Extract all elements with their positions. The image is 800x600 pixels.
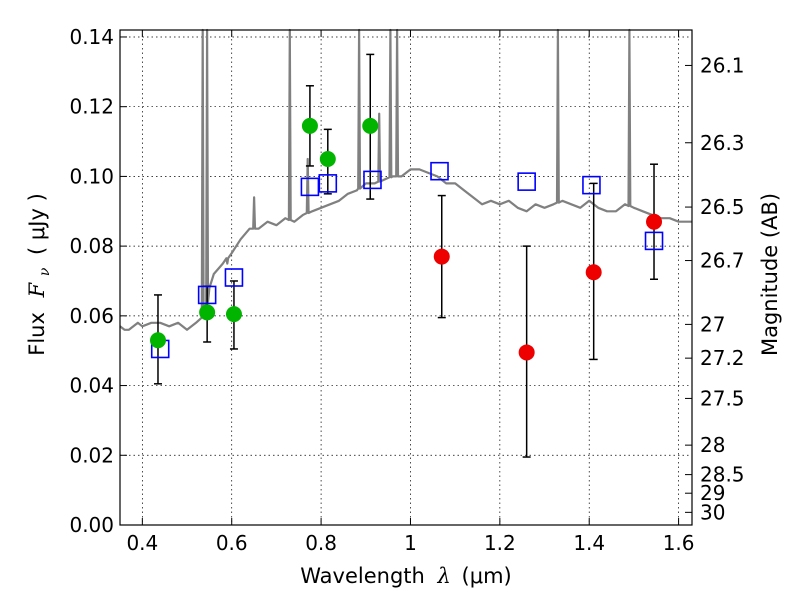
y-tick-label: 0.14 — [69, 25, 114, 49]
optical-detection-point — [362, 117, 379, 134]
infrared-detection-point — [585, 264, 602, 281]
infrared-detection-point — [518, 344, 535, 361]
grid-lines — [120, 30, 692, 526]
y-tick-label: 0.04 — [69, 374, 114, 398]
x-tick-label: 0.4 — [126, 531, 158, 555]
infrared-detection-point — [646, 213, 663, 230]
y2-tick-label: 29 — [700, 481, 725, 505]
x-tick-label: 1.2 — [484, 531, 516, 555]
model-photometry-square — [224, 268, 244, 287]
optical-detection-point — [301, 117, 318, 134]
y2-axis-label: Magnitude (AB) — [758, 193, 782, 356]
axis-ticks: 0.4 0.6 0.8 1 1.2 1.4 1.6 0.00 0.02 0.04 0.06 0.08 0… — [69, 25, 744, 555]
y2-tick-label: 28 — [700, 433, 725, 457]
x-tick-label: 1.6 — [663, 531, 695, 555]
model-spectrum-layer — [119, 28, 692, 331]
model-photometry-square — [197, 285, 217, 305]
y2-tick-label: 26.3 — [700, 131, 745, 155]
y-tick-label: 0.10 — [69, 164, 114, 188]
optical-detection-point — [319, 150, 336, 167]
y2-tick-label: 26.7 — [700, 249, 745, 273]
x-tick-label: 0.6 — [216, 531, 248, 555]
y-axis-label: Flux F ν ( μJy ) — [25, 193, 54, 356]
y-tick-label: 0.00 — [69, 513, 114, 537]
detections-layer — [149, 117, 663, 361]
y2-tick-label: 30 — [700, 500, 725, 524]
model-photometry-square — [582, 175, 601, 195]
y-tick-label: 0.08 — [69, 234, 114, 258]
model-photometry-square — [300, 177, 320, 197]
y2-tick-label: 27 — [700, 312, 725, 336]
optical-detection-point — [199, 304, 216, 321]
model-photometry-square — [644, 231, 664, 251]
model-photometry-layer — [150, 161, 664, 359]
y-tick-label: 0.06 — [69, 304, 114, 328]
y2-tick-label: 26.1 — [700, 53, 745, 77]
y2-tick-label: 27.5 — [700, 386, 745, 410]
y2-tick-label: 27.2 — [700, 346, 745, 370]
optical-detection-point — [225, 306, 242, 323]
x-tick-label: 1.4 — [573, 531, 605, 555]
y-tick-label: 0.12 — [69, 95, 114, 119]
y2-tick-label: 28.5 — [700, 463, 745, 487]
model-photometry-square — [430, 161, 449, 181]
y-tick-label: 0.02 — [69, 443, 114, 467]
model-photometry-square — [318, 174, 338, 193]
infrared-detection-point — [433, 248, 450, 265]
x-tick-label: 0.8 — [305, 531, 337, 555]
model-photometry-square — [517, 172, 536, 191]
optical-detection-point — [149, 332, 166, 349]
plot-frame — [119, 29, 693, 526]
spectrum-line — [119, 28, 692, 331]
model-photometry-square — [363, 170, 382, 190]
x-axis-label: Wavelength λ (μm) — [300, 564, 511, 588]
x-tick-label: 1 — [404, 531, 417, 555]
y2-tick-label: 26.5 — [700, 195, 745, 219]
